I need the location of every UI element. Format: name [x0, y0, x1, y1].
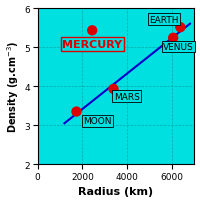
- Point: [179, 26, 182, 30]
- Point: [112, 88, 115, 91]
- Text: MOON: MOON: [83, 117, 112, 126]
- Point: [172, 37, 175, 40]
- Y-axis label: Density (g.cm$^{-3}$): Density (g.cm$^{-3}$): [6, 41, 21, 133]
- X-axis label: Radius (km): Radius (km): [78, 186, 154, 197]
- Text: MARS: MARS: [114, 92, 140, 101]
- Point: [75, 110, 78, 114]
- Text: MERCURY: MERCURY: [62, 40, 122, 50]
- Text: EARTH: EARTH: [150, 16, 179, 25]
- Point: [91, 29, 94, 33]
- Text: VENUS: VENUS: [163, 43, 194, 52]
